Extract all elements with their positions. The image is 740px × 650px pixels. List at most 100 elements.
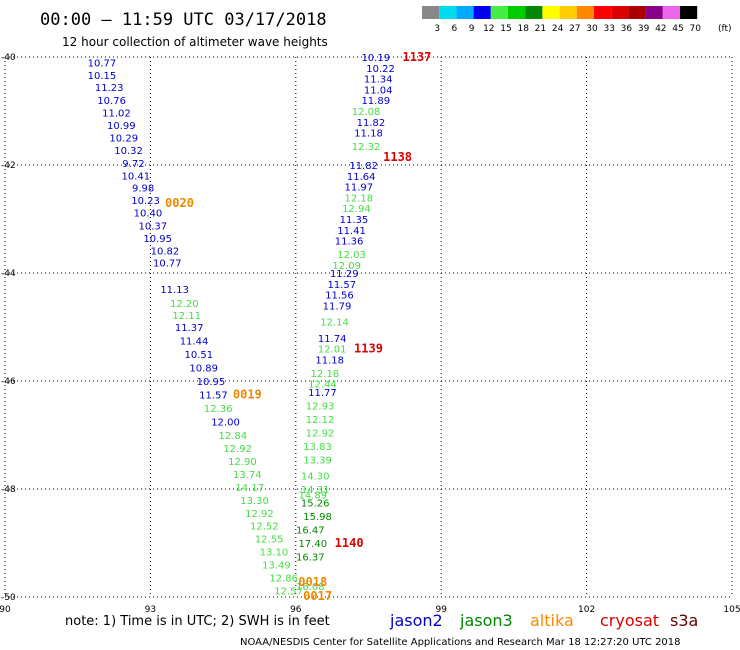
colorbar-swatch [439,6,457,19]
chart-title: 00:00 – 11:59 UTC 03/17/2018 [40,10,327,30]
colorbar-label: 3 [434,24,440,34]
y-tick-label: -44 [1,269,16,279]
swh-value: 12.92 [245,509,274,520]
pass-number-label: 1137 [403,50,432,64]
colorbar-label: 45 [672,24,683,34]
swh-value: 12.09 [332,261,361,272]
colorbar-swatch [680,6,698,19]
swh-value: 11.34 [364,75,393,86]
colorbar-swatch [525,6,543,19]
swh-value: 11.18 [354,129,383,140]
colorbar-label: 24 [552,24,564,34]
swh-value: 11.02 [102,109,131,120]
pass-number-label: 0019 [233,388,262,402]
y-tick-label: -50 [1,593,16,603]
colorbar-label: 27 [569,24,580,34]
colorbar-label: 36 [621,24,633,34]
swh-value: 14.17 [235,483,264,494]
colorbar-swatch [422,6,440,19]
swh-value: 10.89 [189,364,218,375]
swh-value: 12.01 [318,345,347,356]
colorbar-swatch [594,6,612,19]
swh-value: 12.92 [306,428,335,439]
swh-value: 15.98 [303,512,332,523]
swh-value: 10.41 [122,171,151,182]
y-tick-label: -46 [1,377,16,387]
colorbar-label: 9 [469,24,475,34]
swh-value: 12.93 [306,401,335,412]
swh-value: 12.14 [320,318,349,329]
swh-value: 10.77 [88,58,117,69]
swh-value: 12.57 [274,587,303,598]
swh-value: 10.15 [88,71,117,82]
swh-value: 12.92 [223,444,252,455]
swh-value: 10.37 [139,221,168,232]
x-tick-label: 105 [723,605,740,615]
swh-value: 11.18 [315,355,344,366]
colorbar-unit: (ft) [718,24,732,34]
note-text: note: 1) Time is in UTC; 2) SWH is in fe… [65,614,330,629]
swh-value: 10.82 [151,246,180,257]
swh-value: 11.35 [340,215,369,226]
colorbar-swatch [645,6,663,19]
swh-value: 11.29 [330,269,359,280]
swh-value: 11.97 [344,183,373,194]
swh-value: 12.84 [218,431,247,442]
swh-value: 14.89 [298,490,327,501]
satellite-legend: jason2 jason3 altika cryosat s3a [389,611,698,630]
swh-value: 11.37 [175,323,204,334]
legend-item: cryosat [600,611,659,630]
swh-value: 11.89 [361,96,390,107]
swh-value: 10.95 [197,377,226,388]
swh-value: 12.11 [172,311,201,322]
y-tick-label: -48 [1,485,16,495]
swh-value: 13.49 [262,561,291,572]
pass-number-label: 0020 [165,196,194,210]
swh-value: 11.77 [308,388,337,399]
swh-value: 13.39 [303,455,332,466]
swh-value: 12.18 [344,193,373,204]
swh-value: 16.47 [296,526,325,537]
colorbar-label: 33 [603,24,614,34]
swh-value: 11.23 [95,83,124,94]
swh-value: 11.56 [325,291,354,302]
colorbar-label: 70 [689,24,701,34]
colorbar-swatch [456,6,474,19]
swh-value: 13.10 [260,548,289,559]
colorbar-swatch [628,6,646,19]
swh-value: 10.40 [134,209,163,220]
y-tick-label: -40 [1,53,16,63]
swh-value: 11.82 [357,118,386,129]
chart-subtitle: 12 hour collection of altimeter wave hei… [62,35,328,49]
swh-value: 11.44 [180,337,209,348]
credit-text: NOAA/NESDIS Center for Satellite Applica… [240,637,681,648]
x-tick-label: 96 [290,605,302,615]
colorbar-swatch [559,6,577,19]
swh-value: 14.31 [301,485,330,496]
legend-item: altika [530,611,574,630]
swh-value: 10.76 [97,96,126,107]
colorbar-swatch [542,6,560,19]
swh-value: 12.52 [250,522,279,533]
y-tick-label: -42 [1,161,16,171]
x-tick-label: 102 [578,605,595,615]
swh-value: 10.77 [153,259,182,270]
swh-value: 11.79 [323,301,352,312]
pass-number-label: 1140 [335,536,364,550]
swh-value: 12.08 [352,107,381,118]
swh-value: 16.08 [296,582,325,593]
pass-number-label: 1139 [354,342,383,356]
colorbar-label: 6 [452,24,458,34]
swh-value: 12.18 [311,369,340,380]
swh-value: 11.57 [328,280,357,291]
colorbar-label: 30 [586,24,598,34]
swh-value: 17.40 [298,539,327,550]
swh-value: 10.99 [107,121,136,132]
swh-value: 11.82 [349,161,378,172]
colorbar-swatch [576,6,594,19]
x-tick-label: 93 [145,605,156,615]
colorbar-label: 15 [500,24,511,34]
swh-value: 12.44 [308,380,337,391]
